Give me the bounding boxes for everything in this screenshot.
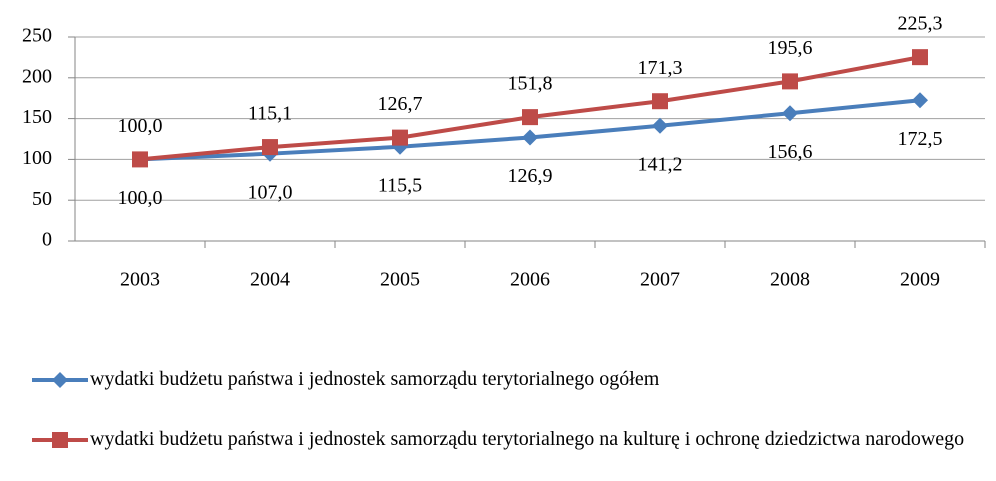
marker <box>522 109 538 126</box>
data-label: 156,6 <box>768 141 813 163</box>
marker <box>522 129 538 146</box>
data-label: 100,0 <box>118 115 163 137</box>
marker <box>652 93 668 110</box>
x-tick-label: 2008 <box>770 269 810 291</box>
x-tick-label: 2004 <box>250 269 290 291</box>
y-tick-label: 150 <box>22 106 52 128</box>
marker <box>782 73 798 90</box>
marker <box>912 49 928 66</box>
data-label: 115,1 <box>248 103 292 125</box>
marker <box>132 151 148 168</box>
y-tick-label: 250 <box>22 25 52 47</box>
marker <box>392 129 408 146</box>
data-label: 107,0 <box>248 181 293 203</box>
y-tick-label: 100 <box>22 147 52 169</box>
marker <box>52 432 68 448</box>
data-label: 171,3 <box>638 57 683 79</box>
data-label: 195,6 <box>768 37 813 59</box>
data-label: 151,8 <box>508 73 553 95</box>
x-tick-label: 2003 <box>120 269 160 291</box>
marker <box>912 92 928 109</box>
marker <box>262 139 278 156</box>
data-label: 115,5 <box>378 174 422 196</box>
x-tick-label: 2009 <box>900 269 940 291</box>
data-label: 225,3 <box>898 13 943 35</box>
x-tick-label: 2006 <box>510 269 550 291</box>
data-label: 141,2 <box>638 153 683 175</box>
y-tick-label: 0 <box>42 229 52 251</box>
data-label: 126,7 <box>378 93 423 115</box>
data-label: 172,5 <box>898 128 943 150</box>
y-tick-label: 50 <box>32 188 52 210</box>
x-tick-label: 2005 <box>380 269 420 291</box>
marker <box>652 117 668 134</box>
y-tick-label: 200 <box>22 65 52 87</box>
data-label: 126,9 <box>508 165 553 187</box>
legend-label: wydatki budżetu państwa i jednostek samo… <box>90 428 965 450</box>
marker <box>782 105 798 122</box>
x-tick-label: 2007 <box>640 269 680 291</box>
marker <box>52 372 68 388</box>
legend-label: wydatki budżetu państwa i jednostek samo… <box>90 368 660 390</box>
data-label: 100,0 <box>118 187 163 209</box>
